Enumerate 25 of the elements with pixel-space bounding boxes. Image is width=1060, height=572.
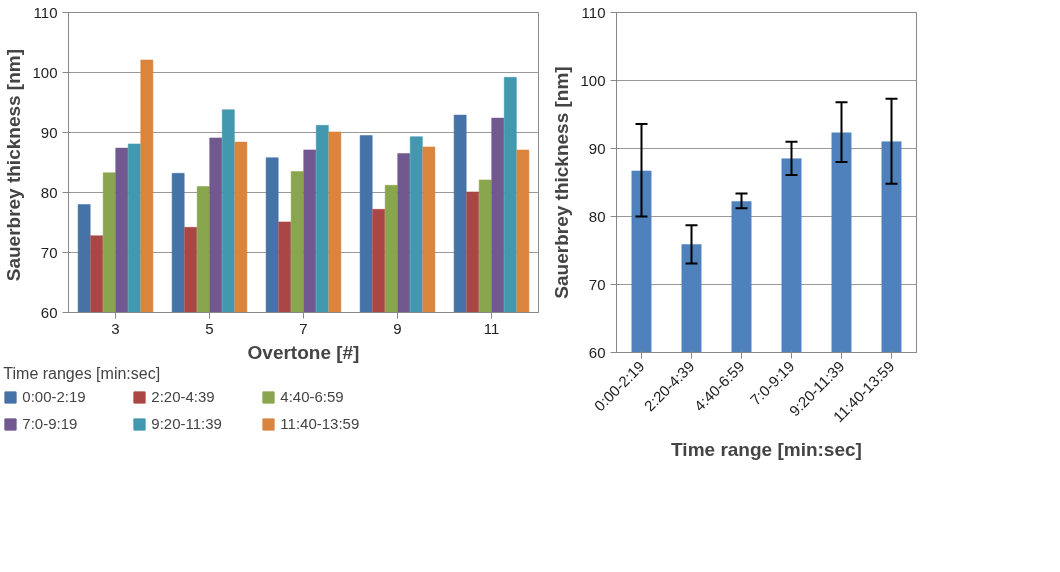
x-axis-title: Time range [min:sec] bbox=[671, 439, 862, 461]
legend-label: 11:40-13:59 bbox=[280, 415, 361, 432]
x-tick-label: 9 bbox=[393, 319, 402, 337]
legend-title: Time ranges [min:sec] bbox=[3, 365, 162, 383]
y-tick-label: 100 bbox=[580, 71, 606, 89]
y-tick-label: 70 bbox=[40, 243, 58, 261]
y-tick-label: 110 bbox=[581, 3, 606, 21]
y-tick-label: 60 bbox=[40, 303, 58, 321]
y-tick-label: 110 bbox=[33, 3, 58, 21]
x-tick-label: 5 bbox=[205, 319, 214, 337]
y-axis-title: Sauerbrey thickness [nm] bbox=[551, 66, 573, 299]
legend-label: 7:0-9:19 bbox=[22, 415, 79, 432]
x-axis-title: Overtone [#] bbox=[247, 341, 360, 363]
x-tick-label: 3 bbox=[111, 319, 120, 337]
x-tick-label: 11 bbox=[483, 319, 500, 337]
y-tick-label: 60 bbox=[588, 343, 606, 361]
x-tick-label: 7 bbox=[299, 319, 308, 337]
y-tick-label: 80 bbox=[40, 183, 58, 201]
y-tick-label: 70 bbox=[588, 275, 606, 293]
y-tick-label: 80 bbox=[588, 207, 606, 225]
y-axis-title: Sauerbrey thickness [nm] bbox=[3, 48, 25, 282]
y-tick-label: 90 bbox=[588, 139, 606, 157]
y-tick-label: 100 bbox=[32, 63, 58, 81]
legend-label: 9:20-11:39 bbox=[151, 415, 223, 432]
y-tick-label: 90 bbox=[40, 123, 58, 141]
